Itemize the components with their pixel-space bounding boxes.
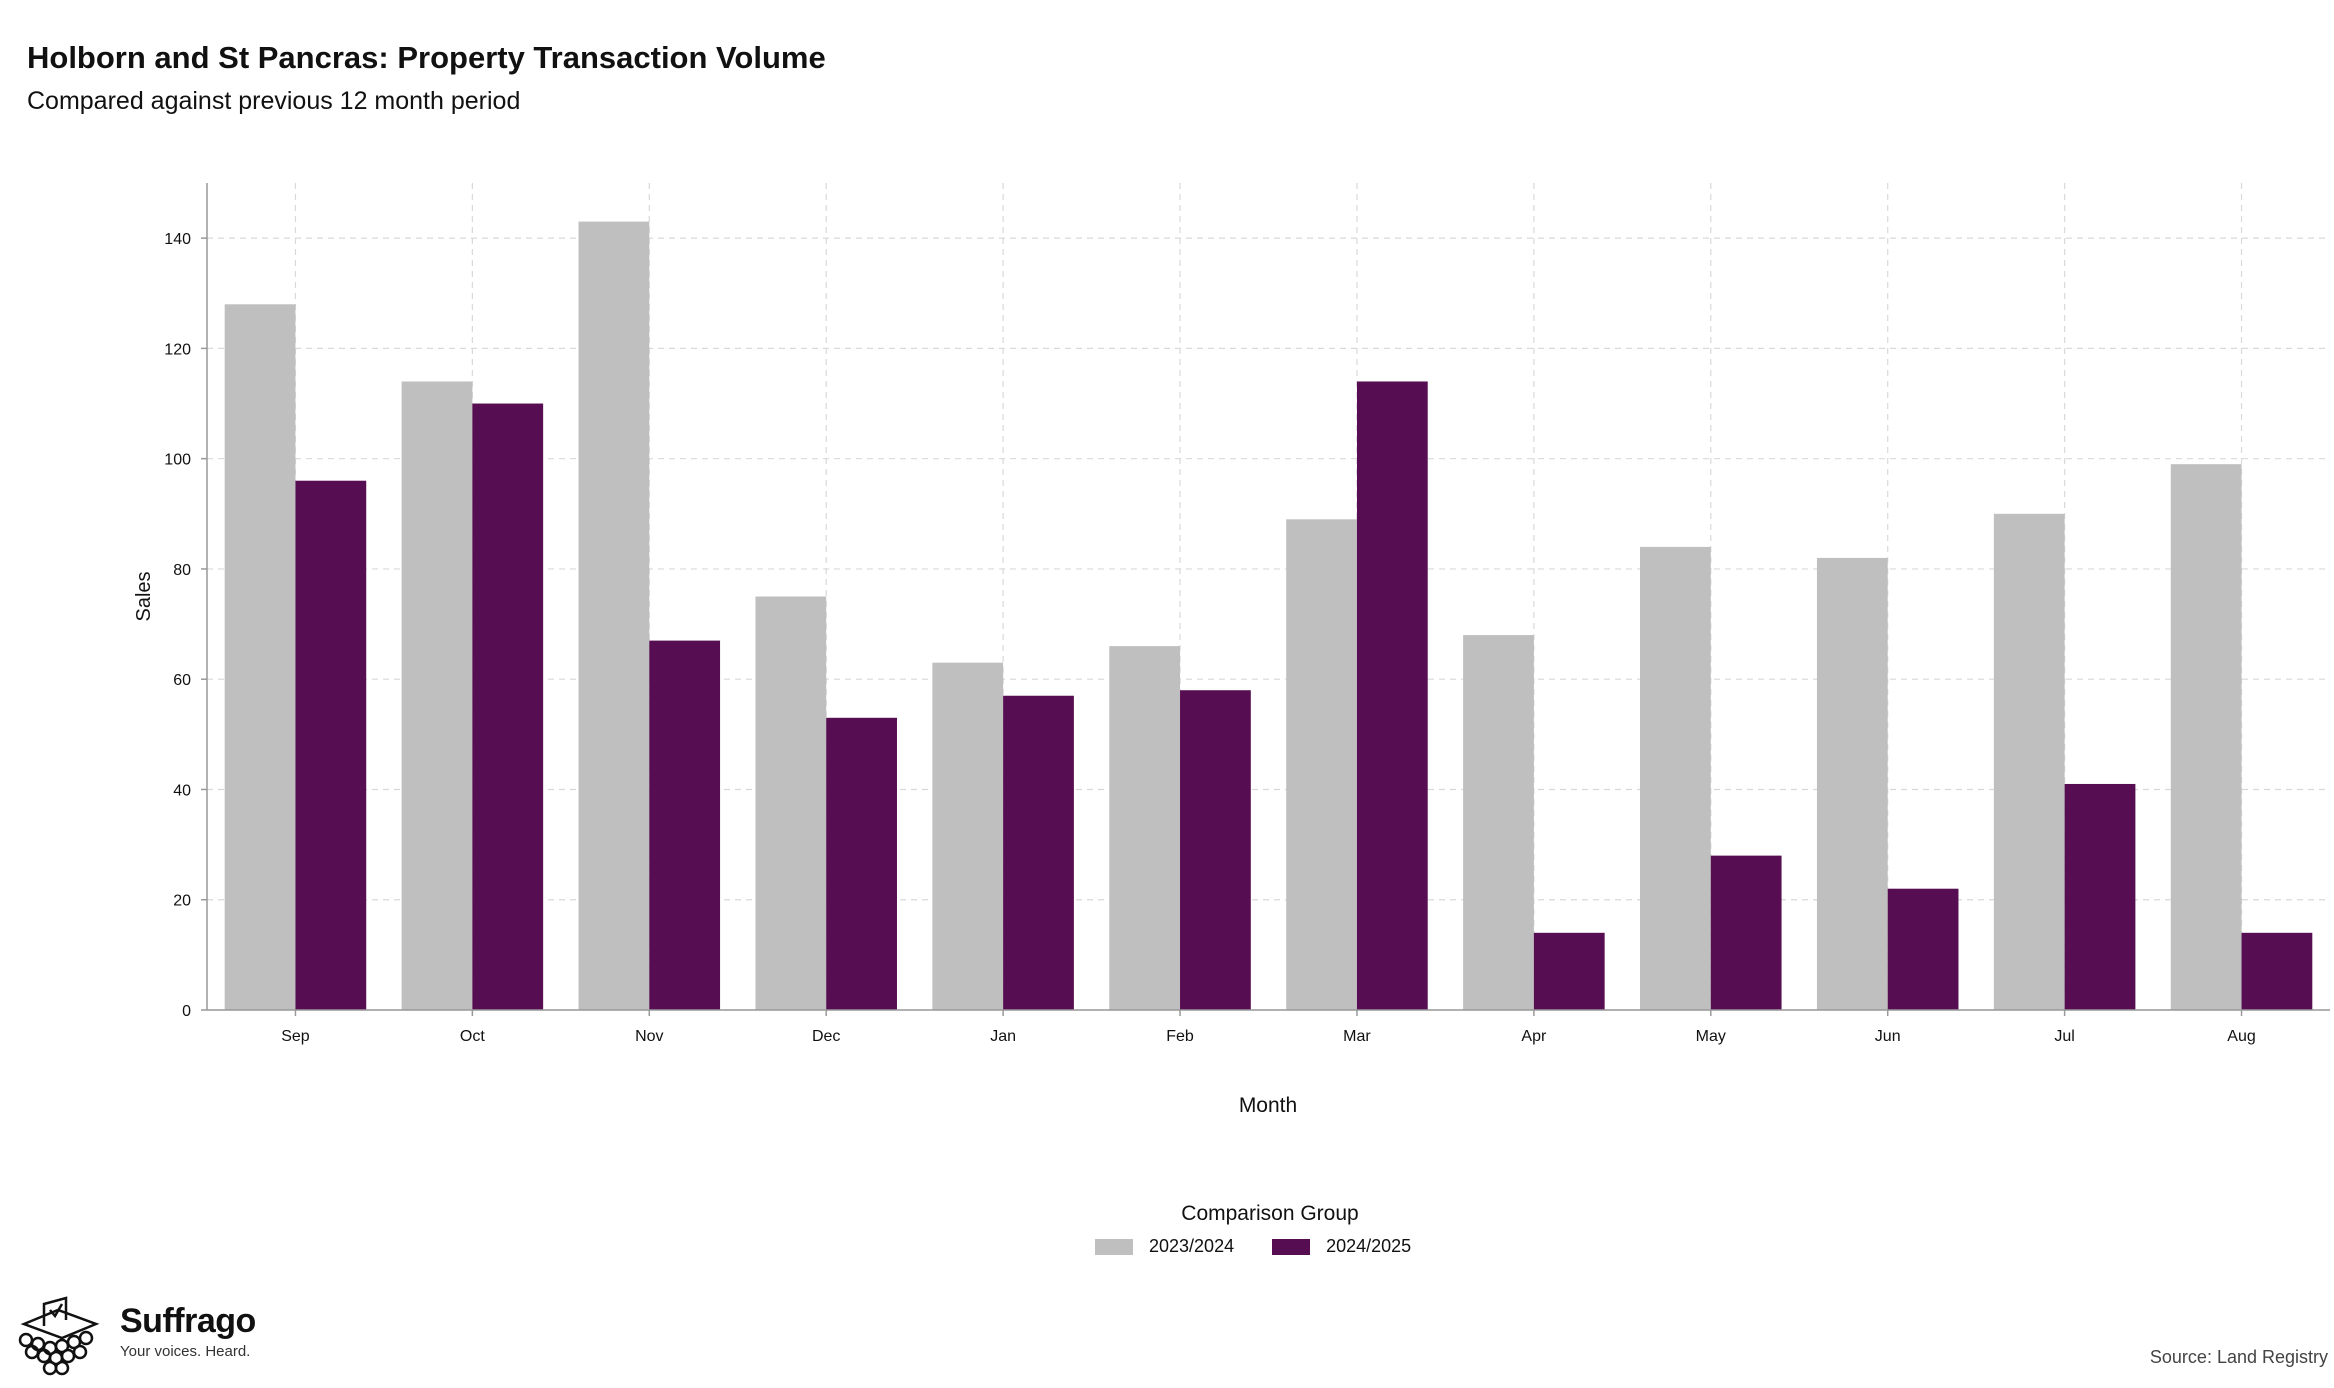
bar-2023-2024-jan (932, 662, 1004, 1010)
legend-item-2024-2025: 2024/2025 (1272, 1236, 1411, 1257)
source-note: Source: Land Registry (2149, 1347, 2328, 1367)
x-tick-label: May (1696, 1028, 1726, 1045)
bars (224, 221, 2313, 1011)
x-tick-label: Oct (460, 1028, 485, 1045)
bar-2024-2025-mar (1356, 381, 1428, 1011)
legend-swatch-2024-2025 (1272, 1238, 1311, 1255)
y-tick-label: 0 (182, 1003, 191, 1020)
bar-2024-2025-oct (472, 403, 544, 1010)
bar-2024-2025-nov (649, 640, 721, 1010)
bar-2023-2024-aug (2170, 464, 2242, 1010)
legend-label-2023-2024: 2023/2024 (1149, 1236, 1235, 1256)
bar-2023-2024-jul (1993, 513, 2065, 1010)
bar-2023-2024-may (1640, 546, 1711, 1010)
bar-2024-2025-apr (1533, 932, 1605, 1010)
bar-2024-2025-sep (295, 480, 367, 1011)
x-tick-label: Apr (1521, 1028, 1547, 1045)
x-tick-label: Sep (281, 1028, 310, 1045)
x-tick-label: Feb (1166, 1028, 1194, 1045)
y-tick-label: 60 (173, 672, 191, 689)
bar-2024-2025-feb (1180, 690, 1251, 1010)
x-tick-label: Jan (990, 1028, 1016, 1045)
bar-2023-2024-jun (1816, 557, 1888, 1010)
x-tick-label: Mar (1343, 1028, 1371, 1045)
chart-subtitle: Compared against previous 12 month perio… (27, 87, 521, 115)
y-tick-label: 80 (173, 562, 191, 579)
bar-2024-2025-jan (1003, 695, 1074, 1010)
bar-2024-2025-may (1710, 855, 1782, 1010)
chart-title: Holborn and St Pancras: Property Transac… (27, 40, 826, 75)
x-tick-label: Jul (2054, 1028, 2074, 1045)
y-tick-labels: 0 20 40 60 80 100 120 140 (164, 231, 207, 1020)
x-tick-labels: Sep Oct Nov Dec Jan Feb Mar Apr May Jun Jul Aug (281, 1010, 2256, 1045)
bar-2023-2024-nov (578, 221, 650, 1011)
bar-2023-2024-sep (224, 304, 296, 1010)
legend-title: Comparison Group (1181, 1202, 1359, 1225)
legend-swatch-2023-2024 (1095, 1238, 1133, 1255)
ballot-box-icon (18, 1296, 100, 1376)
bar-2023-2024-apr (1463, 635, 1534, 1010)
y-axis-label: Sales (133, 571, 155, 621)
bar-2024-2025-dec (826, 717, 897, 1010)
bar-2023-2024-feb (1109, 646, 1181, 1010)
suffrago-logo: Suffrago Your voices. Heard. (14, 1296, 256, 1380)
bar-chart: 0 20 40 60 80 100 120 140 Sep Oct Nov Dec Jan Feb Mar… (133, 183, 2330, 1117)
bar-2023-2024-oct (401, 381, 473, 1011)
bar-2023-2024-mar (1286, 519, 1357, 1010)
y-tick-label: 120 (164, 341, 191, 358)
x-tick-label: Nov (635, 1028, 663, 1045)
brand-tagline: Your voices. Heard. (120, 1343, 251, 1360)
bar-2024-2025-aug (2241, 932, 2313, 1010)
bar-2024-2025-jul (2064, 783, 2136, 1010)
legend: 2023/2024 2024/2025 (1095, 1236, 1449, 1257)
y-tick-label: 140 (164, 231, 191, 248)
x-tick-label: Dec (812, 1028, 840, 1045)
y-tick-label: 100 (164, 452, 191, 469)
y-tick-label: 20 (173, 893, 191, 910)
axes (206, 183, 2330, 1011)
bar-2023-2024-dec (755, 596, 827, 1010)
legend-item-2023-2024: 2023/2024 (1095, 1236, 1234, 1257)
bar-2024-2025-jun (1887, 888, 1959, 1010)
x-tick-label: Aug (2227, 1028, 2255, 1045)
legend-label-2024-2025: 2024/2025 (1326, 1236, 1412, 1256)
x-axis-label: Month (1239, 1094, 1297, 1117)
y-tick-label: 40 (173, 782, 191, 799)
brand-name: Suffrago (120, 1302, 256, 1340)
x-tick-label: Jun (1875, 1028, 1901, 1045)
